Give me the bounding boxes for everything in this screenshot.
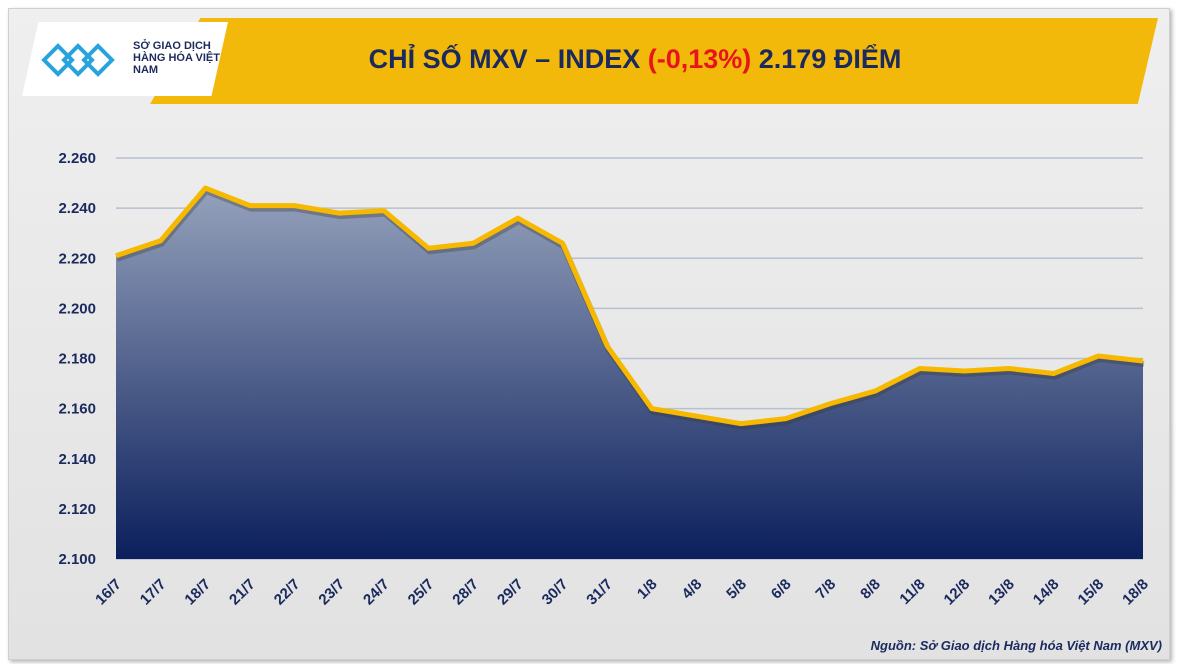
y-tick-label: 2.200 <box>58 300 96 317</box>
y-tick-label: 2.120 <box>58 501 96 518</box>
logo-text: SỞ GIAO DỊCH HÀNG HÓA VIỆT NAM <box>133 40 220 76</box>
x-tick-label: 13/8 <box>985 576 1018 609</box>
x-tick-label: 1/8 <box>634 576 661 603</box>
x-tick-label: 30/7 <box>539 576 572 609</box>
y-tick-label: 2.160 <box>58 401 96 418</box>
chart-title: CHỈ SỐ MXV – INDEX (-0,13%) 2.179 ĐIỂM <box>230 44 1040 75</box>
x-tick-label: 16/7 <box>92 576 125 609</box>
x-tick-label: 29/7 <box>494 576 527 609</box>
area-fill <box>116 188 1143 559</box>
x-tick-label: 7/8 <box>812 576 839 603</box>
x-tick-label: 5/8 <box>723 576 750 603</box>
x-tick-label: 17/7 <box>137 576 170 609</box>
x-tick-label: 28/7 <box>449 576 482 609</box>
title-prefix: CHỈ SỐ MXV – INDEX <box>368 44 648 74</box>
x-tick-label: 18/8 <box>1119 576 1152 609</box>
x-tick-label: 24/7 <box>360 576 393 609</box>
logo <box>22 22 228 96</box>
series-line <box>115 185 1144 427</box>
x-tick-label: 31/7 <box>583 576 616 609</box>
x-tick-label: 25/7 <box>405 576 438 609</box>
y-tick-label: 2.100 <box>58 551 96 568</box>
y-tick-label: 2.180 <box>58 351 96 368</box>
x-tick-label: 11/8 <box>896 576 928 608</box>
x-tick-label: 4/8 <box>679 576 706 603</box>
x-tick-label: 22/7 <box>271 576 304 609</box>
x-tick-label: 12/8 <box>941 576 974 609</box>
y-tick-label: 2.260 <box>58 150 96 167</box>
x-tick-label: 21/7 <box>226 576 259 609</box>
title-banner <box>150 18 1158 104</box>
x-tick-label: 6/8 <box>768 576 795 603</box>
y-tick-label: 2.240 <box>58 200 96 217</box>
y-tick-label: 2.140 <box>58 451 96 468</box>
x-tick-label: 23/7 <box>315 576 348 609</box>
x-tick-label: 18/7 <box>181 576 214 609</box>
x-tick-label: 15/8 <box>1075 576 1108 609</box>
mxv-logo-icon <box>41 43 115 77</box>
title-change: (-0,13%) <box>647 44 752 74</box>
y-tick-label: 2.220 <box>58 250 96 267</box>
title-suffix: 2.179 ĐIỂM <box>751 44 902 74</box>
x-tick-label: 14/8 <box>1030 576 1063 609</box>
x-tick-label: 8/8 <box>857 576 884 603</box>
source-note: Nguồn: Sở Giao dịch Hàng hóa Việt Nam (M… <box>870 638 1162 653</box>
